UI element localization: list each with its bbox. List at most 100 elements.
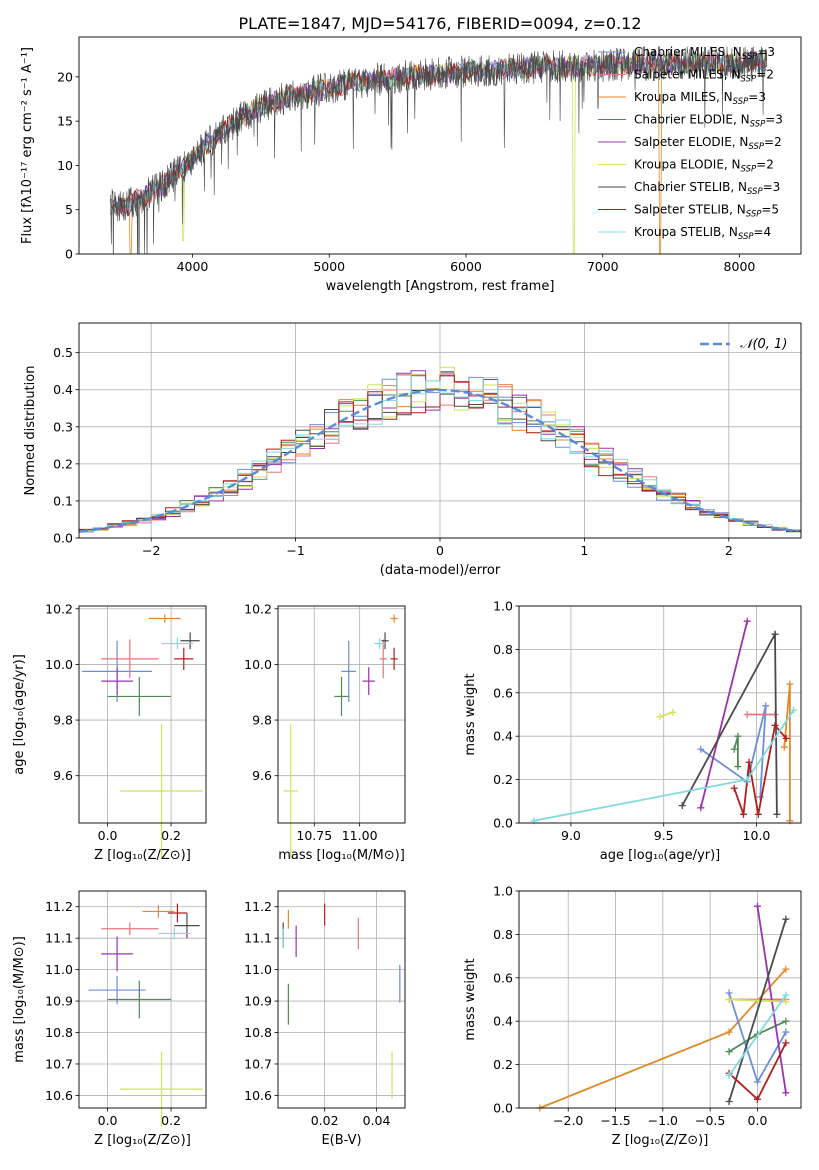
errorbar-point bbox=[334, 676, 349, 716]
y-tick-label: 9.6 bbox=[53, 768, 73, 783]
y-tick-label: 10.7 bbox=[45, 1056, 73, 1071]
errorbar-point bbox=[174, 913, 200, 939]
weight-marker bbox=[656, 713, 664, 721]
spectrum-legend: Chabrier MILES, NSSP=3 Salpeter MILES, NS… bbox=[598, 45, 783, 242]
y-tick-label: 0.4 bbox=[493, 729, 513, 744]
x-tick-label: −1.5 bbox=[600, 1113, 630, 1128]
weight-marker bbox=[725, 1097, 733, 1105]
weight-lines bbox=[530, 617, 798, 825]
x-tick-label: 0.0 bbox=[98, 828, 118, 843]
legend-label: Chabrier STELIB, NSSP=3 bbox=[634, 180, 780, 197]
weight-line bbox=[728, 918, 787, 1102]
x-tick-label: −0.5 bbox=[695, 1113, 725, 1128]
errorbar-point bbox=[390, 647, 398, 670]
y-tick-label: 10.7 bbox=[244, 1056, 272, 1071]
y-tick-label: 11.2 bbox=[45, 899, 73, 914]
y-axis-label: mass weight bbox=[463, 958, 478, 1040]
y-tick-label: 11.1 bbox=[45, 931, 73, 946]
axes-mass-vs-ebv: 0.02 0.04 10.6 10.7 10.8 10.9 11.0 11.1 11.2 bbox=[244, 891, 405, 1128]
x-tick-label: 10.75 bbox=[296, 828, 332, 843]
weight-marker bbox=[743, 776, 751, 784]
frame-spectrum bbox=[78, 36, 802, 255]
weight-marker bbox=[730, 745, 738, 753]
spectrum-lines bbox=[110, 46, 768, 254]
y-tick-label: 10.6 bbox=[45, 1088, 73, 1103]
weight-marker bbox=[771, 721, 779, 729]
y-tick-label: 0.2 bbox=[493, 1057, 513, 1072]
errorbar-point bbox=[379, 639, 387, 679]
weight-line bbox=[700, 705, 767, 798]
weight-line bbox=[729, 998, 786, 1003]
weight-marker bbox=[786, 680, 794, 688]
x-axis-label: Z [log₁₀(Z/Z⊙)] bbox=[94, 1133, 191, 1148]
frame-weight-vs-z bbox=[518, 890, 802, 1109]
weight-marker bbox=[782, 991, 790, 999]
errorbar-point bbox=[161, 637, 194, 650]
y-tick-label: 0.4 bbox=[53, 382, 73, 397]
legend-label: Chabrier MILES, NSSP=3 bbox=[634, 45, 775, 62]
figure-title: PLATE=1847, MJD=54176, FIBERID=0094, z=0… bbox=[238, 14, 641, 33]
errorbar-point bbox=[101, 667, 133, 696]
x-axis-label: wavelength [Angstrom, rest frame] bbox=[326, 279, 555, 294]
weight-marker bbox=[782, 1039, 790, 1047]
y-tick-label: 15 bbox=[57, 114, 73, 129]
errorbar-point bbox=[101, 922, 159, 936]
y-tick-label: 9.8 bbox=[53, 713, 73, 728]
axes-age-vs-z: 0.0 0.2 9.6 9.8 10.0 10.2 bbox=[45, 601, 206, 843]
axes-mass-vs-z: 0.0 0.2 10.6 10.7 10.8 10.9 11.0 11.1 11.2 bbox=[45, 891, 206, 1128]
errorbars bbox=[283, 614, 398, 858]
y-tick-label: 0.2 bbox=[493, 772, 513, 787]
x-tick-label: 0.0 bbox=[98, 1113, 118, 1128]
legend-label: Salpeter STELIB, NSSP=5 bbox=[634, 203, 779, 220]
weight-marker bbox=[771, 630, 779, 638]
y-axis-label: age [log₁₀(age/yr)] bbox=[12, 654, 27, 775]
x-tick-label: 11.00 bbox=[342, 828, 378, 843]
y-tick-label: 0.5 bbox=[53, 345, 73, 360]
x-axis-label: E(B-V) bbox=[321, 1133, 361, 1148]
weight-line bbox=[756, 906, 787, 1093]
weight-marker bbox=[780, 743, 788, 751]
weight-marker bbox=[734, 732, 742, 740]
weight-marker bbox=[743, 617, 751, 625]
x-tick-label: 6000 bbox=[450, 259, 482, 274]
y-axis-label: Normed distribution bbox=[23, 366, 38, 496]
y-tick-label: 0.1 bbox=[53, 493, 73, 508]
weight-marker bbox=[782, 1028, 790, 1036]
weight-marker bbox=[697, 745, 705, 753]
y-tick-label: 0.3 bbox=[53, 419, 73, 434]
weight-marker bbox=[669, 708, 677, 716]
weight-marker bbox=[782, 998, 790, 1006]
x-tick-label: −1 bbox=[286, 543, 304, 558]
legend-label: Kroupa ELODIE, NSSP=2 bbox=[634, 158, 774, 175]
x-tick-label: 4000 bbox=[177, 259, 209, 274]
weight-marker bbox=[782, 965, 790, 973]
errorbar-point bbox=[142, 905, 175, 918]
y-tick-label: 0.8 bbox=[493, 927, 513, 942]
y-tick-label: 10.9 bbox=[45, 994, 73, 1009]
x-tick-label: 1 bbox=[580, 543, 588, 558]
errorbar-point bbox=[362, 667, 376, 696]
x-tick-label: 8000 bbox=[724, 259, 756, 274]
weight-marker bbox=[739, 810, 747, 818]
weight-marker bbox=[697, 804, 705, 812]
weight-marker bbox=[725, 1028, 733, 1036]
weight-marker bbox=[725, 1048, 733, 1056]
x-tick-label: 9.5 bbox=[654, 828, 674, 843]
errorbar-point bbox=[283, 724, 298, 858]
y-tick-label: 11.1 bbox=[244, 931, 272, 946]
weight-line bbox=[783, 684, 791, 821]
x-tick-label: −2.0 bbox=[553, 1113, 583, 1128]
x-axis-label: mass [log₁₀(M/M⊙)] bbox=[278, 848, 405, 863]
errorbar-point bbox=[107, 676, 172, 716]
errorbar-point bbox=[158, 927, 191, 940]
errorbar-point bbox=[381, 632, 389, 650]
weight-line bbox=[733, 723, 787, 815]
weight-line bbox=[659, 711, 674, 718]
y-tick-label: 0.6 bbox=[493, 685, 513, 700]
y-tick-label: 0.8 bbox=[493, 642, 513, 657]
y-tick-label: 9.6 bbox=[252, 768, 272, 783]
x-axis-label: Z [log₁₀(Z/Z⊙)] bbox=[94, 848, 191, 863]
frame-age-vs-mass bbox=[277, 605, 406, 824]
y-tick-label: 9.8 bbox=[252, 713, 272, 728]
x-axis-label: (data-model)/error bbox=[380, 563, 501, 578]
